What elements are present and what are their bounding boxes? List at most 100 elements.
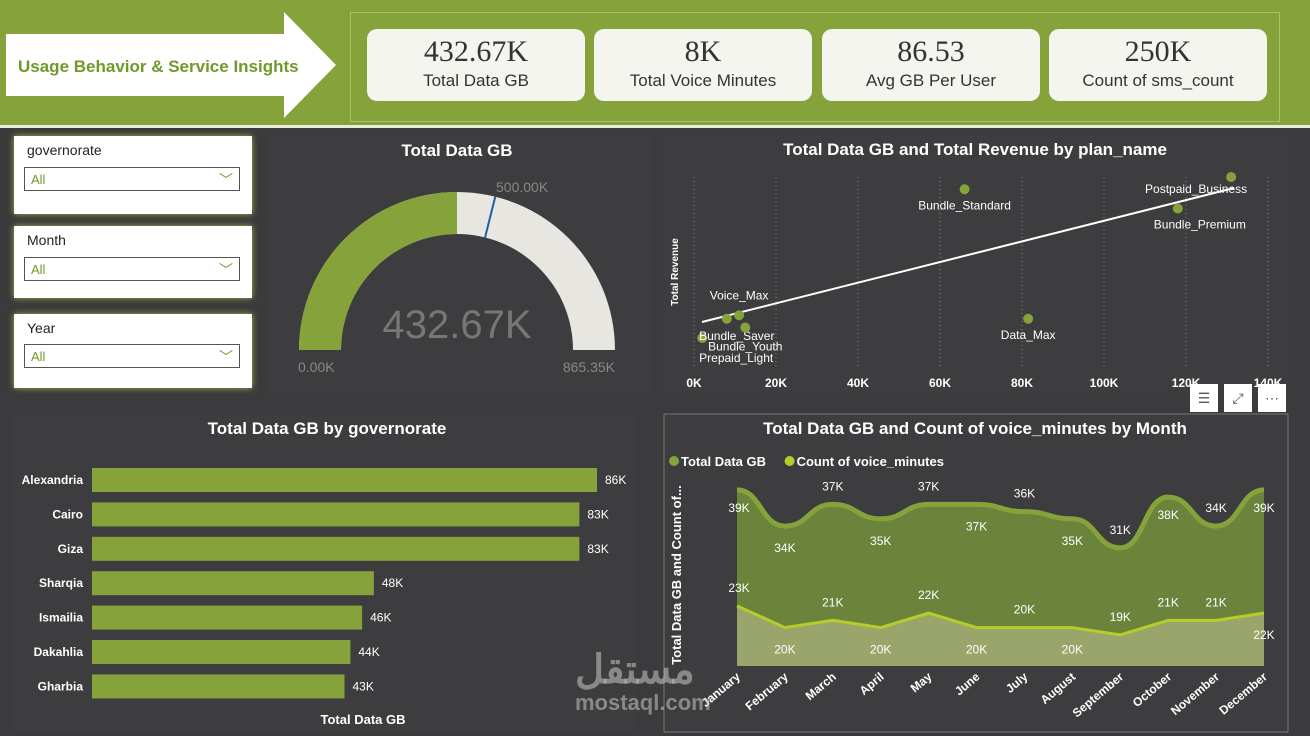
scatter-point <box>740 322 751 333</box>
watermark: مستقل mostaql.com <box>575 648 711 715</box>
data-label: 39K <box>1253 501 1274 515</box>
data-label: 20K <box>1062 643 1083 657</box>
point-label: Bundle_Youth <box>708 340 782 354</box>
point-label: Bundle_Standard <box>918 198 1011 212</box>
data-label: 22K <box>1253 628 1274 642</box>
month-dropdown[interactable]: All ﹀ <box>24 257 240 281</box>
kpi-value: 250K <box>1124 35 1192 68</box>
data-label: 19K <box>1110 610 1131 624</box>
point-label: Voice_Max <box>710 288 769 302</box>
gauge-target-marker <box>484 196 497 238</box>
scatter-point <box>1023 313 1034 324</box>
gauge-value: 432.67K <box>382 303 531 347</box>
kpi-strip: 432.67K Total Data GB 8K Total Voice Minut… <box>350 12 1280 122</box>
data-label: 37K <box>966 519 987 533</box>
dropdown-value: All <box>31 262 46 277</box>
data-label: 37K <box>822 479 843 493</box>
area-fill <box>737 605 1264 666</box>
data-label: 20K <box>774 643 795 657</box>
data-label: 44K <box>358 645 379 659</box>
slicer-year: Year All ﹀ <box>14 314 252 388</box>
chart-title: Total Data GB by governorate <box>208 419 447 438</box>
x-tick-label: 20K <box>765 376 787 390</box>
chevron-down-icon: ﹀ <box>219 262 233 278</box>
data-label: 35K <box>1062 534 1083 548</box>
data-label: 21K <box>1158 595 1179 609</box>
slicer-label: Month <box>27 232 66 248</box>
data-label: 20K <box>1014 603 1035 617</box>
slicer-label: Year <box>27 320 56 336</box>
kpi-label: Total Data GB <box>423 71 529 90</box>
filter-icon[interactable]: ☰ <box>1190 384 1218 412</box>
bar <box>92 605 363 630</box>
area-fill <box>737 489 1264 666</box>
chart-title: Total Data GB and Count of voice_minutes… <box>763 419 1187 438</box>
data-label: 20K <box>966 643 987 657</box>
kpi-card-voice: 8K Total Voice Minutes <box>594 29 812 101</box>
category-label: Ismailia <box>39 611 83 625</box>
data-label: 35K <box>870 534 891 548</box>
point-label: Postpaid_Business <box>1145 182 1247 196</box>
category-label: Gharbia <box>38 679 84 693</box>
data-label: 83K <box>587 507 608 521</box>
scatter-point <box>721 313 732 324</box>
point-label: Data_Max <box>1001 328 1056 342</box>
header-banner: Usage Behavior & Service Insights 432.67… <box>0 0 1310 128</box>
chevron-down-icon: ﹀ <box>219 349 233 365</box>
year-dropdown[interactable]: All ﹀ <box>24 344 240 368</box>
data-label: 23K <box>728 581 749 595</box>
data-label: 43K <box>353 679 374 693</box>
slicer-governorate: governorate All ﹀ <box>14 136 252 214</box>
x-tick-label: 0K <box>686 376 702 390</box>
kpi-label: Count of sms_count <box>1082 71 1234 90</box>
data-label: 48K <box>382 576 403 590</box>
data-label: 39K <box>728 501 749 515</box>
more-options-icon[interactable]: ⋯ <box>1258 384 1286 412</box>
point-label: Bundle_Saver <box>699 329 774 343</box>
category-label: Alexandria <box>22 473 84 487</box>
kpi-label: Total Voice Minutes <box>629 71 777 90</box>
scatter-point <box>1172 203 1183 214</box>
kpi-card-avg-gb: 86.53 Avg GB Per User <box>822 29 1040 101</box>
category-label: Sharqia <box>39 576 83 590</box>
x-tick-label: 100K <box>1090 376 1119 390</box>
legend-label: Total Data GB <box>681 454 766 469</box>
data-label: 83K <box>587 542 608 556</box>
scatter-point <box>697 333 708 343</box>
data-label: 20K <box>870 643 891 657</box>
point-label: Bundle_Premium <box>1154 218 1246 232</box>
data-label: 34K <box>774 541 795 555</box>
data-label: 22K <box>918 588 939 602</box>
bar <box>92 640 351 664</box>
governorate-dropdown[interactable]: All ﹀ <box>24 167 240 191</box>
gauge-fill <box>299 192 457 350</box>
scatter-point <box>959 184 970 195</box>
kpi-label: Avg GB Per User <box>865 71 997 90</box>
gauge-min-label: 0.00K <box>298 359 335 375</box>
bar <box>92 536 580 561</box>
kpi-card-total-data: 432.67K Total Data GB <box>367 29 585 101</box>
category-label: Cairo <box>52 507 83 521</box>
data-label: 31K <box>1110 523 1131 537</box>
bar <box>92 502 580 527</box>
chevron-down-icon: ﹀ <box>219 172 233 188</box>
data-label: 37K <box>918 479 939 493</box>
bar <box>92 571 374 596</box>
legend-marker <box>784 456 795 466</box>
data-label: 21K <box>822 595 843 609</box>
scatter-point <box>734 310 745 321</box>
y-axis-label: Total Revenue <box>670 238 681 306</box>
chart-title: Total Data GB <box>401 141 512 160</box>
data-label: 38K <box>1158 508 1179 522</box>
x-axis-label: Total Data GB <box>321 712 406 727</box>
point-label: Prepaid_Light <box>699 351 774 365</box>
trendline <box>701 187 1235 323</box>
slicer-month: Month All ﹀ <box>14 226 252 298</box>
gauge-panel <box>266 134 650 392</box>
chart-title: Total Data GB and Total Revenue by plan_… <box>783 140 1167 159</box>
dropdown-value: All <box>31 349 46 364</box>
slicer-label: governorate <box>27 142 102 158</box>
focus-mode-icon[interactable]: ⤢ <box>1224 384 1252 412</box>
scatter-point <box>1226 172 1237 182</box>
dropdown-value: All <box>31 172 46 187</box>
